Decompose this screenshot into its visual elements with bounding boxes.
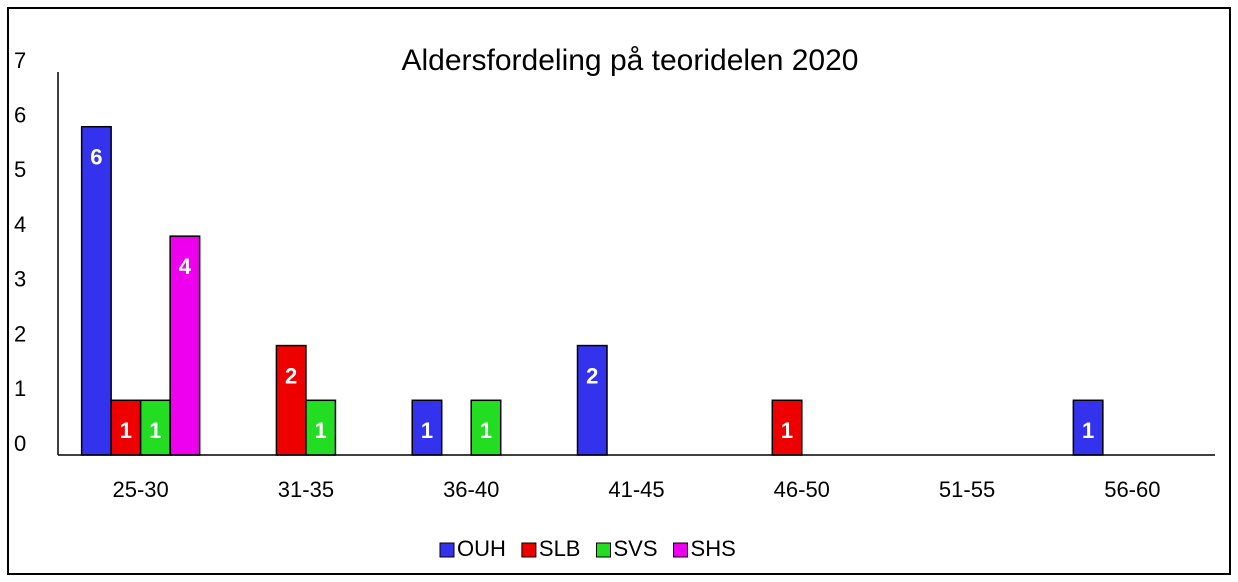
bar [771, 399, 803, 456]
x-tick-label: 41-45 [608, 477, 664, 502]
legend-label: SLB [539, 536, 581, 561]
data-label: 2 [285, 363, 297, 388]
y-tick-label: 6 [14, 103, 26, 128]
legend-swatch [521, 542, 537, 558]
bar [275, 344, 307, 456]
x-tick-label: 31-35 [278, 477, 334, 502]
x-tick-label: 56-60 [1104, 477, 1160, 502]
data-label: 1 [120, 418, 132, 443]
data-label: 1 [781, 418, 793, 443]
data-label: 1 [421, 418, 433, 443]
bar [110, 399, 142, 456]
legend-swatch [673, 542, 689, 558]
y-tick-label: 4 [14, 212, 26, 237]
x-tick-label: 51-55 [939, 477, 995, 502]
y-tick-label: 2 [14, 321, 26, 346]
x-tick-label: 25-30 [113, 477, 169, 502]
data-label: 6 [90, 145, 102, 170]
data-label: 1 [1082, 418, 1094, 443]
x-tick-label: 46-50 [774, 477, 830, 502]
x-tick-label: 36-40 [443, 477, 499, 502]
legend-swatch [439, 542, 455, 558]
legend-swatch [595, 542, 611, 558]
y-tick-label: 3 [14, 267, 26, 292]
y-tick-label: 7 [14, 48, 26, 73]
bar [1072, 399, 1104, 456]
legend-label: SVS [613, 536, 657, 561]
legend-label: SHS [691, 536, 736, 561]
data-label: 2 [586, 363, 598, 388]
legend-label: OUH [457, 536, 506, 561]
data-label: 1 [480, 418, 492, 443]
y-tick-label: 1 [14, 376, 26, 401]
bar [305, 399, 337, 456]
data-label: 1 [149, 418, 161, 443]
bar [576, 344, 608, 456]
bar [470, 399, 502, 456]
chart-title: Aldersfordeling på teoridelen 2020 [402, 44, 859, 77]
bar [80, 125, 112, 456]
y-tick-label: 5 [14, 157, 26, 182]
data-label: 4 [179, 254, 192, 279]
bar [411, 399, 443, 456]
data-label: 1 [315, 418, 327, 443]
chart-border [7, 7, 1231, 575]
y-tick-label: 0 [14, 431, 26, 456]
